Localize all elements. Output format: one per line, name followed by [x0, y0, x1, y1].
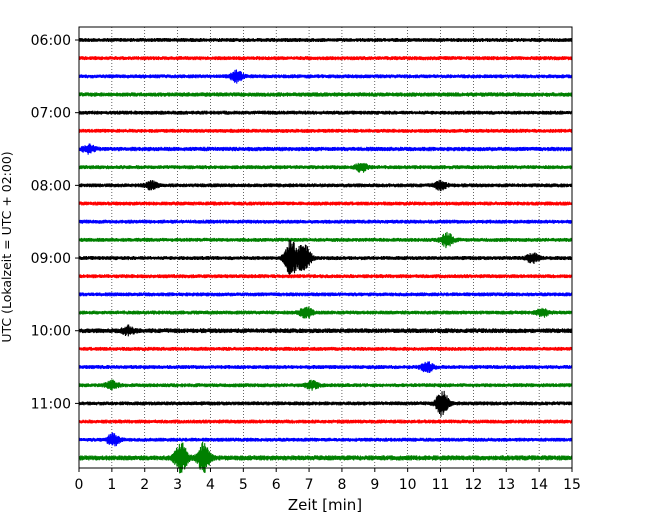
trace-0730 — [78, 143, 573, 155]
x-tick-label: 2 — [140, 477, 149, 493]
x-tick-label: 6 — [272, 477, 281, 493]
x-tick-label: 10 — [399, 477, 417, 493]
y-axis-label: UTC (Lokalzeit = UTC + 02:00) — [0, 151, 14, 342]
x-tick-label: 15 — [563, 477, 581, 493]
trace-0815 — [78, 201, 573, 206]
trace-0800 — [78, 179, 573, 192]
trace-1015 — [78, 346, 573, 351]
y-axis: 06:00 07:00 08:00 09:00 10:00 11:00 — [31, 33, 79, 412]
x-tick-label: 3 — [173, 477, 182, 493]
x-axis-label: Zeit [min] — [288, 496, 362, 514]
x-tick-label: 8 — [337, 477, 346, 493]
plot-frame — [78, 26, 573, 469]
trace-0945 — [78, 306, 573, 319]
trace-0645 — [78, 92, 573, 97]
trace-0600 — [78, 37, 573, 43]
x-tick-label: 1 — [107, 477, 116, 493]
trace-0915 — [78, 274, 573, 279]
trace-1145 — [78, 441, 573, 474]
y-tick-label: 10:00 — [31, 324, 71, 340]
trace-0900 — [78, 239, 573, 277]
trace-0930 — [78, 292, 573, 297]
trace-0715 — [78, 128, 573, 133]
y-tick-label: 07:00 — [31, 106, 71, 122]
trace-0830 — [78, 219, 573, 224]
x-axis: 0 1 2 3 4 5 6 7 8 9 10 11 12 13 14 15 — [75, 468, 581, 493]
y-tick-label: 09:00 — [31, 251, 71, 267]
trace-0745 — [78, 162, 573, 173]
seismogram-traces — [78, 37, 573, 474]
trace-1130 — [78, 432, 573, 447]
trace-0630 — [78, 69, 573, 84]
x-tick-label: 12 — [464, 477, 482, 493]
x-tick-label: 7 — [305, 477, 314, 493]
x-tick-label: 13 — [497, 477, 515, 493]
y-tick-label: 11:00 — [31, 396, 71, 412]
y-tick-label: 08:00 — [31, 178, 71, 194]
x-tick-label: 11 — [432, 477, 450, 493]
trace-0845 — [78, 231, 573, 249]
x-tick-label: 14 — [530, 477, 548, 493]
x-tick-label: 4 — [206, 477, 215, 493]
trace-1045 — [78, 379, 573, 391]
trace-0700 — [78, 110, 573, 115]
trace-1030 — [78, 361, 573, 374]
x-tick-label: 9 — [370, 477, 379, 493]
y-tick-label: 06:00 — [31, 33, 71, 49]
trace-1000 — [78, 324, 573, 337]
x-tick-label: 5 — [239, 477, 248, 493]
trace-0615 — [78, 56, 573, 61]
trace-1115 — [78, 419, 573, 424]
x-tick-label: 0 — [75, 477, 84, 493]
trace-1100 — [78, 390, 573, 417]
